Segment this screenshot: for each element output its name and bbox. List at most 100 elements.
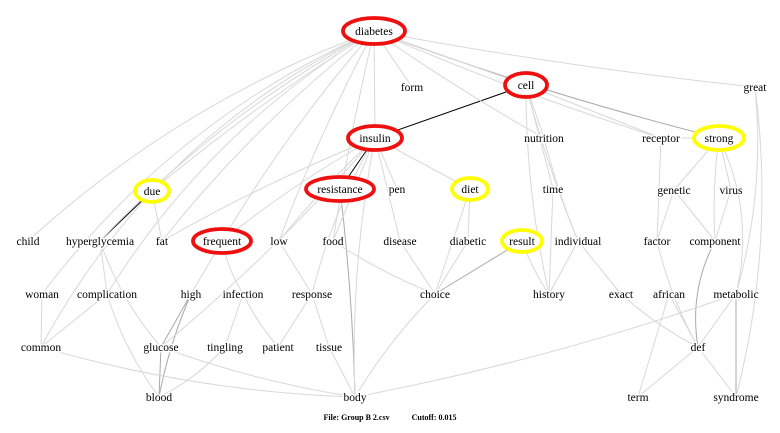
node-glucose[interactable]: glucose [142,341,180,356]
edge-tissue-body [328,346,356,398]
node-time[interactable]: time [541,183,564,198]
caption-file-label: File: Group B 2.csv [323,413,390,422]
node-disease[interactable]: disease [382,235,418,250]
highlight-ellipse-frequent [191,227,253,255]
node-due[interactable]: due [142,185,162,200]
node-factor[interactable]: factor [642,235,672,250]
edge-low-response [278,240,313,295]
node-blood[interactable]: blood [144,391,173,406]
node-common[interactable]: common [19,341,62,356]
edge-disease-choice [399,240,436,295]
node-receptor[interactable]: receptor [641,132,682,147]
node-individual[interactable]: individual [553,235,603,250]
edge-insulin-response [311,137,376,295]
node-frequent[interactable]: frequent [201,235,243,250]
edge-insulin-body [353,137,376,398]
edge-hyperglycemia-glucose [99,240,162,348]
node-hyperglycemia[interactable]: hyperglycemia [64,235,135,250]
edge-glucose-blood [158,346,162,398]
node-low[interactable]: low [269,235,290,250]
diagram-caption: File: Group B 2.csv Cutoff: 0.015 [0,413,780,422]
edge-insulin-frequent [221,137,376,242]
highlight-ellipse-diabetes [341,16,407,46]
edge-high-blood [158,293,192,398]
edge-food-choice [332,240,436,295]
node-patient[interactable]: patient [261,341,296,356]
node-pen[interactable]: pen [387,183,407,198]
node-metabolic[interactable]: metabolic [712,288,760,303]
edge-choice-body [354,293,436,398]
edge-genetic-factor [656,189,675,242]
node-term[interactable]: term [626,391,650,406]
edge-diabetes-hyperglycemia [99,30,375,242]
node-great[interactable]: great [742,81,769,96]
node-body[interactable]: body [342,391,368,406]
highlight-ellipse-result [500,228,544,254]
edge-infection-patient [242,293,279,348]
edge-diabetic-choice [434,240,469,295]
node-def[interactable]: def [689,341,707,356]
edge-diabetes-insulin [373,30,376,139]
edge-woman-common [40,293,43,348]
edge-def-term [637,346,699,398]
edge-diabetes-complication [106,30,375,295]
node-high[interactable]: high [179,288,203,303]
edge-response-tissue [311,293,330,348]
edge-metabolic-def [697,293,737,348]
node-history[interactable]: history [532,288,567,303]
node-syndrome[interactable]: syndrome [712,391,760,406]
node-strong[interactable]: strong [703,132,735,147]
edge-great-metabolic [735,86,759,295]
edge-resistance-body [339,188,356,398]
edge-great-syndrome [735,86,763,398]
edge-insulin-fat [161,137,376,242]
node-exact[interactable]: exact [607,288,635,303]
node-cell[interactable]: cell [516,79,536,94]
node-resistance[interactable]: resistance [316,183,364,198]
edge-strong-metabolic [718,137,744,295]
node-nutrition[interactable]: nutrition [523,132,566,147]
edge-individual-exact [577,240,622,295]
highlight-ellipse-strong [692,124,746,152]
node-food[interactable]: food [321,235,345,250]
node-tingling[interactable]: tingling [206,341,245,356]
edge-cell-receptor [525,84,662,139]
node-component[interactable]: component [688,235,743,250]
node-fat[interactable]: fat [154,235,170,250]
highlight-ellipse-diet [450,176,490,202]
node-woman[interactable]: woman [24,288,61,303]
highlight-ellipse-insulin [346,124,404,152]
edge-response-patient [277,293,313,348]
highlight-ellipse-due [133,178,171,204]
edge-complication-common [40,293,108,348]
node-african[interactable]: african [652,288,687,303]
edge-insulin-glucose [160,137,376,348]
edge-high-glucose [160,293,192,348]
node-tissue[interactable]: tissue [314,341,343,356]
edge-virus-component [714,189,732,242]
edge-component-def [695,240,716,348]
edge-diabetes-child [27,30,375,242]
node-diabetes[interactable]: diabetes [354,25,395,40]
node-diabetic[interactable]: diabetic [448,235,487,250]
node-virus[interactable]: virus [718,184,745,199]
edge-cell-history [525,84,550,295]
edge-diabetes-great [373,30,756,88]
node-response[interactable]: response [290,288,333,303]
node-result[interactable]: result [508,235,537,250]
node-choice[interactable]: choice [418,288,451,303]
node-diet[interactable]: diet [460,183,481,198]
node-form[interactable]: form [399,81,424,96]
node-infection[interactable]: infection [221,288,265,303]
edge-common-body [40,346,356,398]
edge-infection-tingling [224,293,244,348]
node-genetic[interactable]: genetic [656,184,692,199]
node-complication[interactable]: complication [75,288,138,303]
highlight-ellipse-cell [503,71,549,99]
edge-hyperglycemia-complication [99,240,108,295]
edge-receptor-factor [656,137,662,242]
node-child[interactable]: child [15,235,41,250]
edge-tingling-blood [158,346,226,398]
node-insulin[interactable]: insulin [358,132,393,147]
